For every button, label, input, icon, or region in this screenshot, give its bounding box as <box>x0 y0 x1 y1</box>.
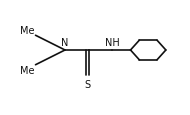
Text: S: S <box>84 79 90 89</box>
Text: NH: NH <box>105 37 120 47</box>
Text: Me: Me <box>20 66 35 76</box>
Text: Me: Me <box>20 26 35 36</box>
Text: N: N <box>61 37 69 47</box>
